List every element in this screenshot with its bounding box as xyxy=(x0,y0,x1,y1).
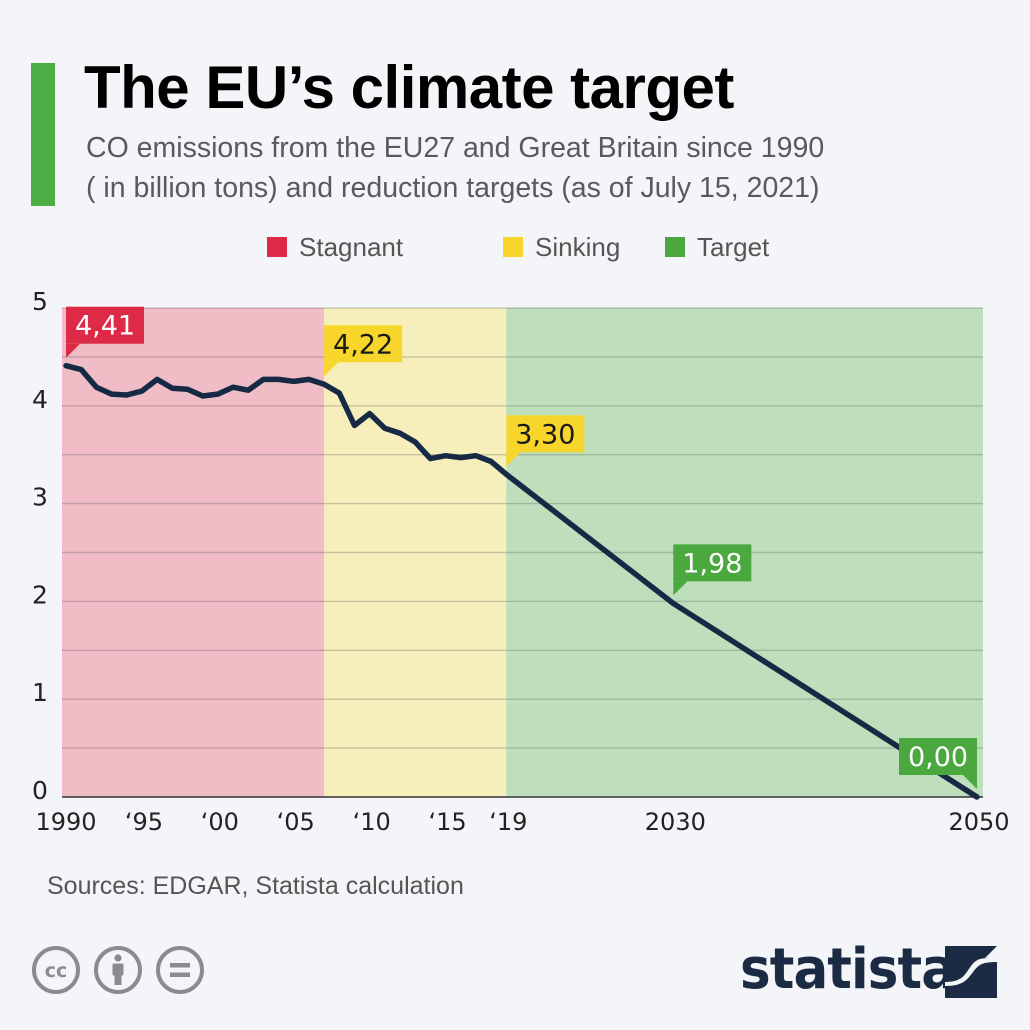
data-label-box xyxy=(673,544,752,582)
x-tick-label: 2030 xyxy=(645,808,706,836)
data-label-box xyxy=(899,738,977,775)
data-label: 3,30 xyxy=(506,415,585,467)
data-label-pointer xyxy=(963,775,977,789)
y-axis-tick-labels: 0 1 2 3 4 5 xyxy=(32,287,48,805)
legend-label-sinking: Sinking xyxy=(535,231,621,262)
legend: Stagnant Sinking Target xyxy=(0,231,1030,265)
data-label-pointer xyxy=(506,452,521,467)
y-tick-label: 4 xyxy=(32,385,48,414)
data-label-pointer xyxy=(324,362,339,377)
x-tick-label: ‘00 xyxy=(201,808,239,836)
legend-swatch-sinking xyxy=(503,237,523,257)
legend-item-sinking: Sinking xyxy=(503,231,620,263)
sources-note: Sources: EDGAR, Statista calculation xyxy=(47,872,464,900)
statista-logo-icon xyxy=(945,946,997,998)
chart-title: The EU’s climate target xyxy=(84,54,734,121)
y-tick-label: 2 xyxy=(32,580,48,609)
series-line xyxy=(63,362,980,800)
data-label: 0,00 xyxy=(899,738,977,789)
y-tick-label: 1 xyxy=(32,678,48,707)
gridlines xyxy=(62,307,983,749)
x-tick-label: 2050 xyxy=(948,808,1009,836)
band-sinking xyxy=(324,308,507,797)
legend-label-stagnant: Stagnant xyxy=(299,231,404,262)
title-accent-bar xyxy=(31,63,55,206)
cc-icon: cc xyxy=(32,946,80,994)
y-tick-label: 3 xyxy=(32,483,48,512)
legend-label-target: Target xyxy=(697,231,770,262)
x-tick-label: ‘05 xyxy=(277,808,315,836)
y-tick-label: 0 xyxy=(32,776,48,805)
data-label: 4,22 xyxy=(324,325,403,377)
chart-subtitle: CO emissions from the EU27 and Great Bri… xyxy=(86,128,824,208)
x-tick-label: ‘19 xyxy=(489,808,527,836)
data-labels: 4,41 4,22 3,30 1,98 0,00 xyxy=(66,306,977,789)
legend-swatch-target xyxy=(665,237,685,257)
x-tick-label: ‘10 xyxy=(353,808,391,836)
data-label: 1,98 xyxy=(673,544,752,596)
data-label-pointer xyxy=(673,581,688,596)
license-icons: cc xyxy=(30,944,206,996)
no-derivatives-icon xyxy=(156,946,204,994)
data-label: 4,41 xyxy=(66,306,144,358)
data-label-text: 3,30 xyxy=(515,419,575,450)
x-tick-label: ‘95 xyxy=(125,808,163,836)
data-label-text: 4,22 xyxy=(333,329,393,360)
x-tick-label: ‘15 xyxy=(428,808,466,836)
data-label-box xyxy=(66,306,144,344)
subtitle-line-1: CO emissions from the EU27 and Great Bri… xyxy=(86,132,825,164)
x-axis-tick-labels: 1990 ‘95 ‘00 ‘05 ‘10 ‘15 ‘19 2030 2050 xyxy=(35,808,1009,836)
subtitle-line-2: ( in billion tons) and reduction targets… xyxy=(86,172,820,204)
data-label-box xyxy=(324,325,403,363)
attribution-icon xyxy=(94,946,142,994)
line-chart: 0 1 2 3 4 5 1990 ‘95 ‘00 ‘05 ‘10 ‘15 ‘19 2030 2050 4,… xyxy=(32,287,1009,836)
legend-item-stagnant: Stagnant xyxy=(267,231,403,263)
data-label-box xyxy=(506,415,585,453)
data-label-pointer xyxy=(66,343,80,358)
y-tick-label: 5 xyxy=(32,287,48,316)
statista-logo-text: statista xyxy=(740,937,956,1002)
data-label-text: 4,41 xyxy=(75,311,135,342)
data-label-text: 1,98 xyxy=(682,548,742,579)
series-lines xyxy=(63,362,980,800)
statista-logo[interactable]: statista xyxy=(740,937,997,1002)
svg-text:cc: cc xyxy=(45,960,68,982)
legend-item-target: Target xyxy=(665,231,769,263)
data-label-text: 0,00 xyxy=(908,742,968,773)
legend-swatch-stagnant xyxy=(267,237,287,257)
x-tick-label: 1990 xyxy=(35,808,96,836)
